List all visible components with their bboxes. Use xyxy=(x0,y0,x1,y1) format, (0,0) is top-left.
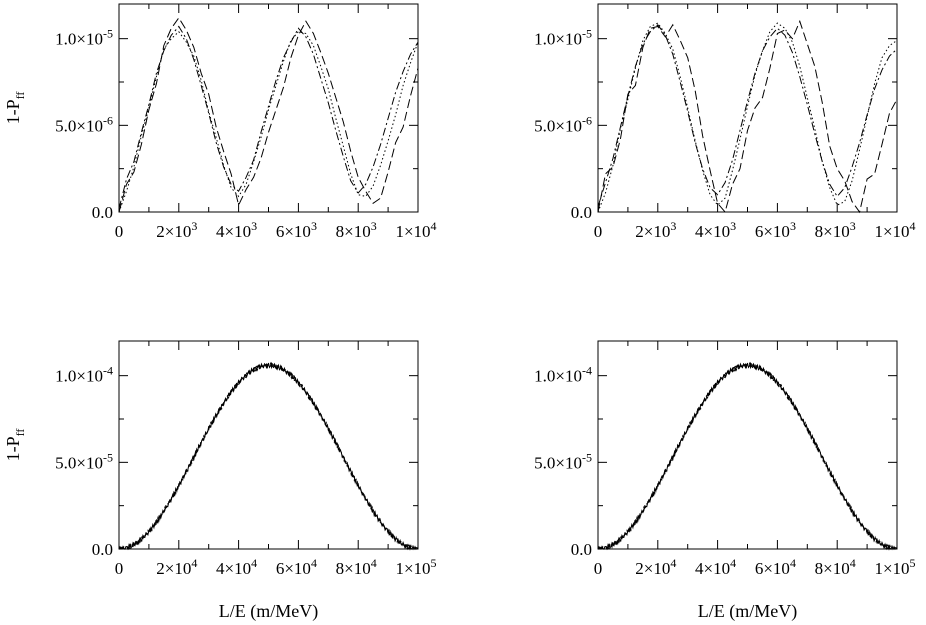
x-tick-label: 8×104 xyxy=(815,556,856,578)
plot-frame xyxy=(118,340,419,550)
plot-frame xyxy=(118,3,419,213)
y-tick-label: 1.0×10-5 xyxy=(55,27,113,49)
x-tick-label: 4×104 xyxy=(216,556,257,578)
series-dashdot-line xyxy=(118,25,419,209)
x-tick-label: 1×105 xyxy=(874,556,915,578)
plot-frame xyxy=(597,3,898,213)
x-tick-label: 2×103 xyxy=(156,219,197,241)
panel-top-right: 0 2×103 4×103 6×103 8×103 1×104 0.0 5.0×10-6 1.0… xyxy=(534,3,916,241)
series-dotted-line xyxy=(597,361,898,551)
x-tick-label: 8×104 xyxy=(336,556,377,578)
x-tick-label: 4×103 xyxy=(216,219,257,241)
x-tick-label: 6×104 xyxy=(276,556,317,578)
panel-top-left: 0 2×103 4×103 6×103 8×103 1×104 0.0 5.0×10-6 1.0… xyxy=(3,3,437,241)
x-tick-label: 1×105 xyxy=(395,556,436,578)
x-tick-label: 0 xyxy=(594,222,603,241)
x-tick-label: 0 xyxy=(115,222,124,241)
x-tick-label: 6×103 xyxy=(755,219,796,241)
x-tick-label: 0 xyxy=(115,559,124,578)
y-axis-label: 1-Pff xyxy=(3,92,27,125)
x-tick-label: 6×103 xyxy=(276,219,317,241)
y-tick-label: 0.0 xyxy=(92,540,113,559)
x-tick-label: 4×103 xyxy=(695,219,736,241)
x-tick-label: 0 xyxy=(594,559,603,578)
y-tick-label: 1.0×10-5 xyxy=(534,27,592,49)
x-axis-label: L/E (m/MeV) xyxy=(698,601,797,622)
series-solid-line xyxy=(597,361,898,551)
x-tick-label: 1×104 xyxy=(395,219,436,241)
x-tick-label: 8×103 xyxy=(336,219,377,241)
x-axis-label: L/E (m/MeV) xyxy=(219,601,318,622)
y-tick-label: 5.0×10-5 xyxy=(534,450,592,472)
series-dashed-line xyxy=(597,361,898,551)
series-dotted-line xyxy=(118,361,419,551)
x-tick-label: 2×103 xyxy=(635,219,676,241)
series-dashdot-line xyxy=(597,24,898,207)
y-tick-label: 0.0 xyxy=(92,203,113,222)
series-dotted-line xyxy=(118,30,419,213)
y-tick-label: 5.0×10-5 xyxy=(55,450,113,472)
y-tick-label: 1.0×10-4 xyxy=(55,364,113,386)
plot-frame xyxy=(597,340,898,550)
x-tick-label: 6×104 xyxy=(755,556,796,578)
y-tick-label: 5.0×10-6 xyxy=(55,113,113,135)
panel-bottom-left: 0 2×104 4×104 6×104 8×104 1×105 0.0 5.0×10-5 1.0… xyxy=(3,340,437,622)
series-dashed-line xyxy=(118,361,419,551)
series-dotted-line xyxy=(597,22,898,213)
x-tick-label: 8×103 xyxy=(815,219,856,241)
panel-bottom-right: 0 2×104 4×104 6×104 8×104 1×105 0.0 5.0×10-5 1.0… xyxy=(534,340,916,622)
y-axis-label: 1-Pff xyxy=(3,429,27,462)
x-tick-label: 2×104 xyxy=(635,556,676,578)
x-tick-label: 2×104 xyxy=(156,556,197,578)
series-dashed-line xyxy=(118,17,419,213)
y-tick-label: 5.0×10-6 xyxy=(534,113,592,135)
x-tick-label: 1×104 xyxy=(874,219,915,241)
y-tick-label: 1.0×10-4 xyxy=(534,364,592,386)
x-tick-label: 4×104 xyxy=(695,556,736,578)
series-dashed-line xyxy=(597,19,898,214)
y-tick-label: 0.0 xyxy=(571,540,592,559)
series-solid-line xyxy=(118,361,419,551)
y-tick-label: 0.0 xyxy=(571,203,592,222)
